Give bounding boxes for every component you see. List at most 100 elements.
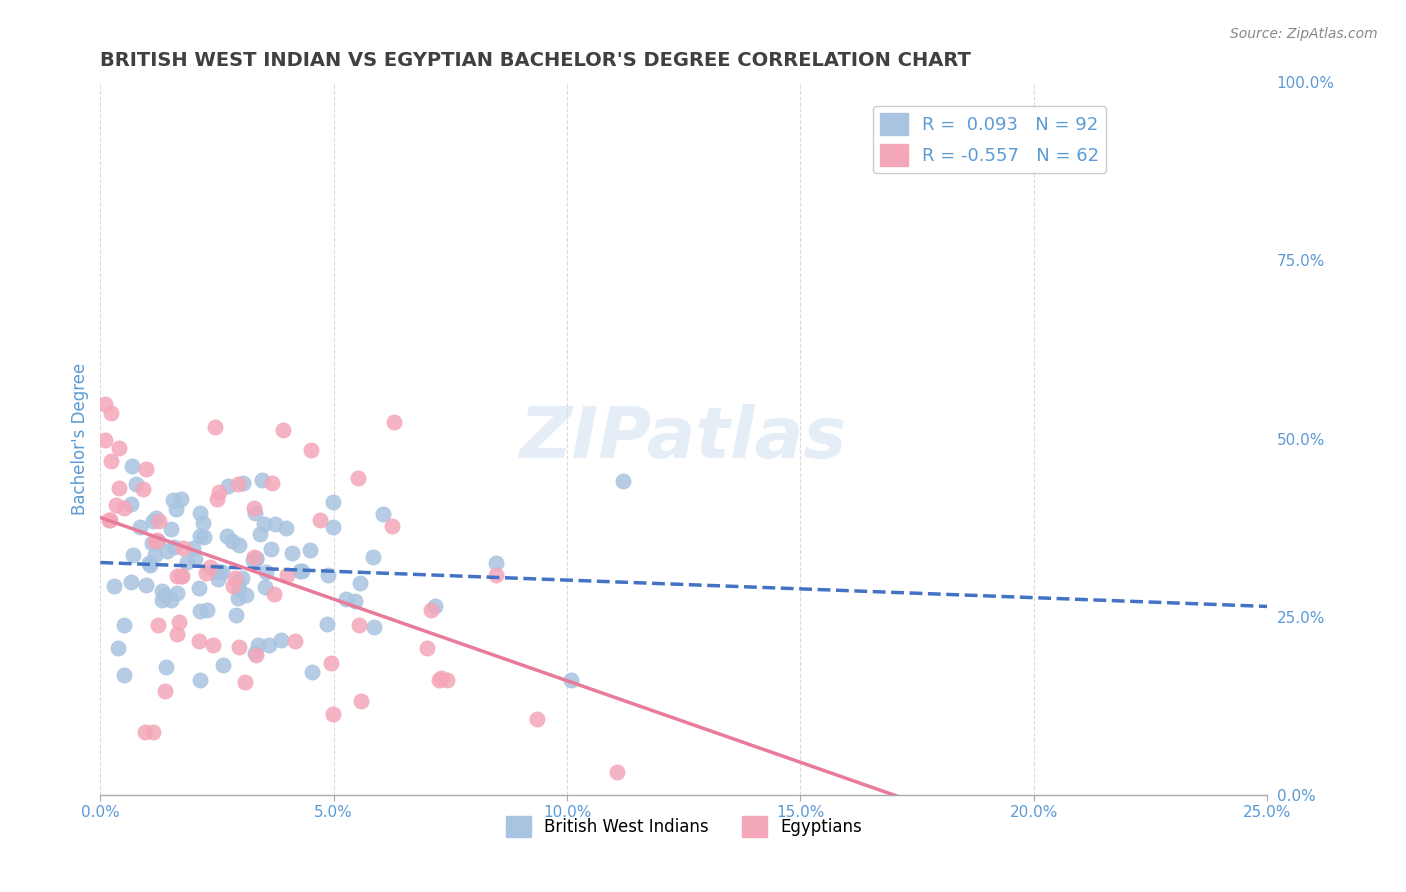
Point xyxy=(228,640,250,655)
Point xyxy=(427,673,450,687)
Point xyxy=(142,514,165,528)
Point xyxy=(350,694,373,708)
Point xyxy=(526,712,548,726)
Point xyxy=(232,476,254,491)
Point xyxy=(217,479,239,493)
Point xyxy=(322,494,344,508)
Point xyxy=(129,520,152,534)
Point xyxy=(260,475,283,490)
Point xyxy=(349,617,371,632)
Point xyxy=(125,476,148,491)
Point xyxy=(322,707,344,722)
Point xyxy=(363,620,385,634)
Point xyxy=(98,512,121,526)
Point xyxy=(222,578,245,592)
Point xyxy=(335,592,357,607)
Point xyxy=(98,513,121,527)
Point xyxy=(160,522,183,536)
Point xyxy=(319,656,342,670)
Point xyxy=(299,443,322,458)
Point xyxy=(270,633,292,648)
Point xyxy=(112,617,135,632)
Point xyxy=(423,599,446,614)
Point xyxy=(195,602,218,616)
Point xyxy=(245,550,267,565)
Point xyxy=(381,519,404,533)
Point xyxy=(207,573,229,587)
Point xyxy=(108,441,131,455)
Text: ZIPatlas: ZIPatlas xyxy=(520,404,848,473)
Point xyxy=(143,549,166,563)
Point xyxy=(245,506,267,520)
Point xyxy=(142,725,165,739)
Point xyxy=(485,568,508,582)
Point xyxy=(260,541,283,556)
Point xyxy=(212,658,235,673)
Point xyxy=(181,541,204,556)
Point xyxy=(167,615,190,629)
Point xyxy=(94,433,117,447)
Point xyxy=(156,544,179,558)
Point xyxy=(114,501,136,516)
Point xyxy=(159,592,181,607)
Point xyxy=(162,493,184,508)
Point xyxy=(184,552,207,566)
Legend: British West Indians, Egyptians: British West Indians, Egyptians xyxy=(499,810,869,843)
Text: BRITISH WEST INDIAN VS EGYPTIAN BACHELOR'S DEGREE CORRELATION CHART: BRITISH WEST INDIAN VS EGYPTIAN BACHELOR… xyxy=(100,51,972,70)
Point xyxy=(120,575,142,590)
Point xyxy=(208,485,231,500)
Point xyxy=(166,586,188,600)
Point xyxy=(211,565,233,579)
Point xyxy=(122,548,145,562)
Text: Source: ZipAtlas.com: Source: ZipAtlas.com xyxy=(1230,27,1378,41)
Point xyxy=(166,569,188,583)
Point xyxy=(253,516,276,531)
Point xyxy=(231,570,253,584)
Point xyxy=(371,507,394,521)
Point xyxy=(429,671,451,685)
Point xyxy=(205,492,228,507)
Point xyxy=(276,568,298,582)
Point xyxy=(254,565,277,579)
Point xyxy=(141,536,163,550)
Point xyxy=(170,491,193,506)
Point xyxy=(612,474,634,488)
Point xyxy=(420,603,443,617)
Point xyxy=(226,476,249,491)
Point xyxy=(193,516,215,530)
Point xyxy=(204,564,226,578)
Point xyxy=(93,397,115,411)
Point xyxy=(274,521,297,535)
Point xyxy=(202,638,225,652)
Point xyxy=(145,511,167,525)
Point xyxy=(188,673,211,688)
Point xyxy=(299,543,322,558)
Point xyxy=(291,564,314,578)
Point xyxy=(172,541,194,555)
Point xyxy=(132,482,155,496)
Point xyxy=(107,640,129,655)
Point xyxy=(103,579,125,593)
Point xyxy=(226,574,249,589)
Point xyxy=(170,568,193,582)
Point xyxy=(148,618,170,632)
Point xyxy=(250,473,273,487)
Point xyxy=(245,648,267,663)
Point xyxy=(121,458,143,473)
Point xyxy=(322,519,344,533)
Point xyxy=(281,546,304,560)
Point xyxy=(415,641,437,656)
Y-axis label: Bachelor's Degree: Bachelor's Degree xyxy=(72,362,89,515)
Point xyxy=(187,633,209,648)
Point xyxy=(104,498,127,512)
Point xyxy=(188,529,211,543)
Point xyxy=(228,582,250,596)
Point xyxy=(112,668,135,682)
Point xyxy=(198,560,221,574)
Point xyxy=(221,534,243,549)
Point xyxy=(271,423,294,437)
Point xyxy=(228,539,250,553)
Point xyxy=(242,553,264,567)
Point xyxy=(100,406,122,420)
Point xyxy=(301,665,323,679)
